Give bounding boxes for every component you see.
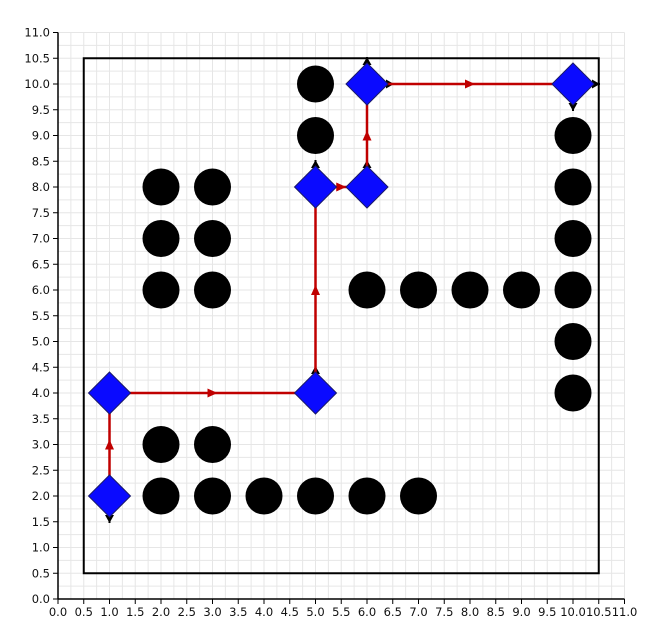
obstacle-point (194, 168, 231, 206)
x-tick-label: 1.5 (126, 605, 144, 619)
waypoint-marker (551, 62, 595, 106)
x-tick-label: 9.5 (538, 605, 556, 619)
obstacle-point (194, 271, 231, 309)
x-tick-label: 6.5 (384, 605, 402, 619)
obstacle-point (297, 477, 334, 515)
x-tick-label: 2.0 (152, 605, 170, 619)
x-tick-label: 2.5 (178, 605, 196, 619)
obstacle-point (400, 271, 437, 309)
waypoint-marker (87, 474, 132, 518)
y-tick-label: 4.5 (32, 360, 50, 374)
path-direction-arrow (336, 182, 347, 192)
path-direction-arrow (105, 439, 114, 450)
path-direction-arrow (362, 130, 372, 141)
x-tick-label: 6.0 (358, 605, 376, 619)
x-tick-label: 0.0 (49, 605, 67, 619)
y-tick-label: 9.5 (32, 103, 50, 117)
waypoints (87, 62, 595, 518)
obstacle-point (400, 477, 437, 515)
y-tick-label: 8.5 (32, 154, 50, 168)
obstacle-point (554, 271, 592, 309)
y-tick-label: 8.0 (32, 180, 50, 194)
orientation-arrowhead (105, 515, 114, 523)
obstacle-point (194, 426, 231, 463)
obstacle-point (503, 271, 540, 309)
x-tick-label: 5.5 (332, 605, 350, 619)
y-tick-label: 10.5 (24, 51, 50, 65)
orientation-arrowhead (362, 57, 372, 65)
y-tick-label: 9.0 (32, 129, 50, 143)
obstacle-point (451, 271, 489, 309)
y-tick-label: 6.0 (32, 283, 50, 297)
obstacle-point (142, 168, 180, 206)
obstacle-point (194, 220, 231, 257)
y-tick-label: 6.5 (32, 257, 50, 271)
obstacles (142, 65, 592, 515)
y-tick-label: 3.5 (32, 412, 50, 426)
obstacle-point (554, 374, 592, 412)
x-tick-label: 7.0 (409, 605, 427, 619)
obstacle-point (142, 477, 180, 515)
x-tick-label: 5.0 (306, 605, 324, 619)
y-tick-label: 1.0 (32, 541, 50, 555)
y-tick-label: 1.5 (32, 515, 50, 529)
obstacle-point (297, 117, 334, 154)
obstacle-point (554, 323, 592, 360)
grid (57, 32, 625, 600)
x-tick-label: 7.5 (435, 605, 453, 619)
axes: 0.0 0.5 1.0 1.5 2.0 2.5 3.0 3.5 4.0 4.5 5.0 5.5 6.0 6… (24, 26, 637, 620)
obstacle-point (554, 220, 592, 257)
y-tick-label: 10.0 (24, 77, 50, 91)
path-direction-arrow (311, 285, 320, 295)
x-tick-label: 4.0 (255, 605, 273, 619)
waypoint-marker (293, 371, 338, 415)
y-tick-label: 2.5 (32, 463, 50, 477)
boundary (82, 57, 600, 575)
x-tick-label: 3.0 (203, 605, 221, 619)
x-tick-label: 8.5 (487, 605, 505, 619)
x-tick-label: 4.5 (281, 605, 299, 619)
waypoint-marker (345, 165, 389, 209)
orientation-arrowhead (568, 103, 578, 111)
waypoint-marker (87, 371, 132, 415)
y-tick-label: 3.0 (32, 438, 50, 452)
obstacle-point (245, 477, 283, 515)
y-tick-label: 0.0 (32, 592, 50, 606)
orientation-arrowhead (311, 160, 320, 168)
orientation-arrowhead (592, 79, 600, 89)
y-tick-label: 11.0 (24, 26, 50, 40)
x-tick-label: 10.0 (560, 605, 586, 619)
obstacle-point (554, 117, 592, 154)
waypoint-marker (293, 165, 338, 209)
y-tick-label: 2.0 (32, 489, 50, 503)
y-tick-label: 4.0 (32, 386, 50, 400)
obstacle-point (554, 168, 592, 206)
obstacle-point (348, 477, 386, 515)
obstacle-point (142, 271, 180, 309)
y-tick-label: 0.5 (32, 566, 50, 580)
path-direction-arrow (465, 79, 475, 89)
y-tick-label: 7.5 (32, 206, 50, 220)
y-tick-label: 5.5 (32, 309, 50, 323)
path-direction-arrow (207, 388, 218, 398)
x-tick-label: 11.0 (612, 605, 638, 619)
y-tick-label: 5.0 (32, 335, 50, 349)
obstacle-point (142, 220, 180, 257)
x-tick-label: 0.5 (75, 605, 93, 619)
x-tick-label: 10.5 (586, 605, 612, 619)
waypoint-marker (345, 62, 389, 106)
workspace-boundary (82, 57, 600, 575)
obstacle-point (142, 426, 180, 463)
x-tick-label: 8.0 (461, 605, 479, 619)
obstacle-point (348, 271, 386, 309)
obstacle-point (297, 65, 334, 103)
x-tick-label: 9.0 (512, 605, 530, 619)
y-tick-label: 7.0 (32, 232, 50, 246)
obstacle-point (194, 477, 231, 515)
x-tick-label: 1.0 (100, 605, 118, 619)
x-tick-label: 3.5 (229, 605, 247, 619)
